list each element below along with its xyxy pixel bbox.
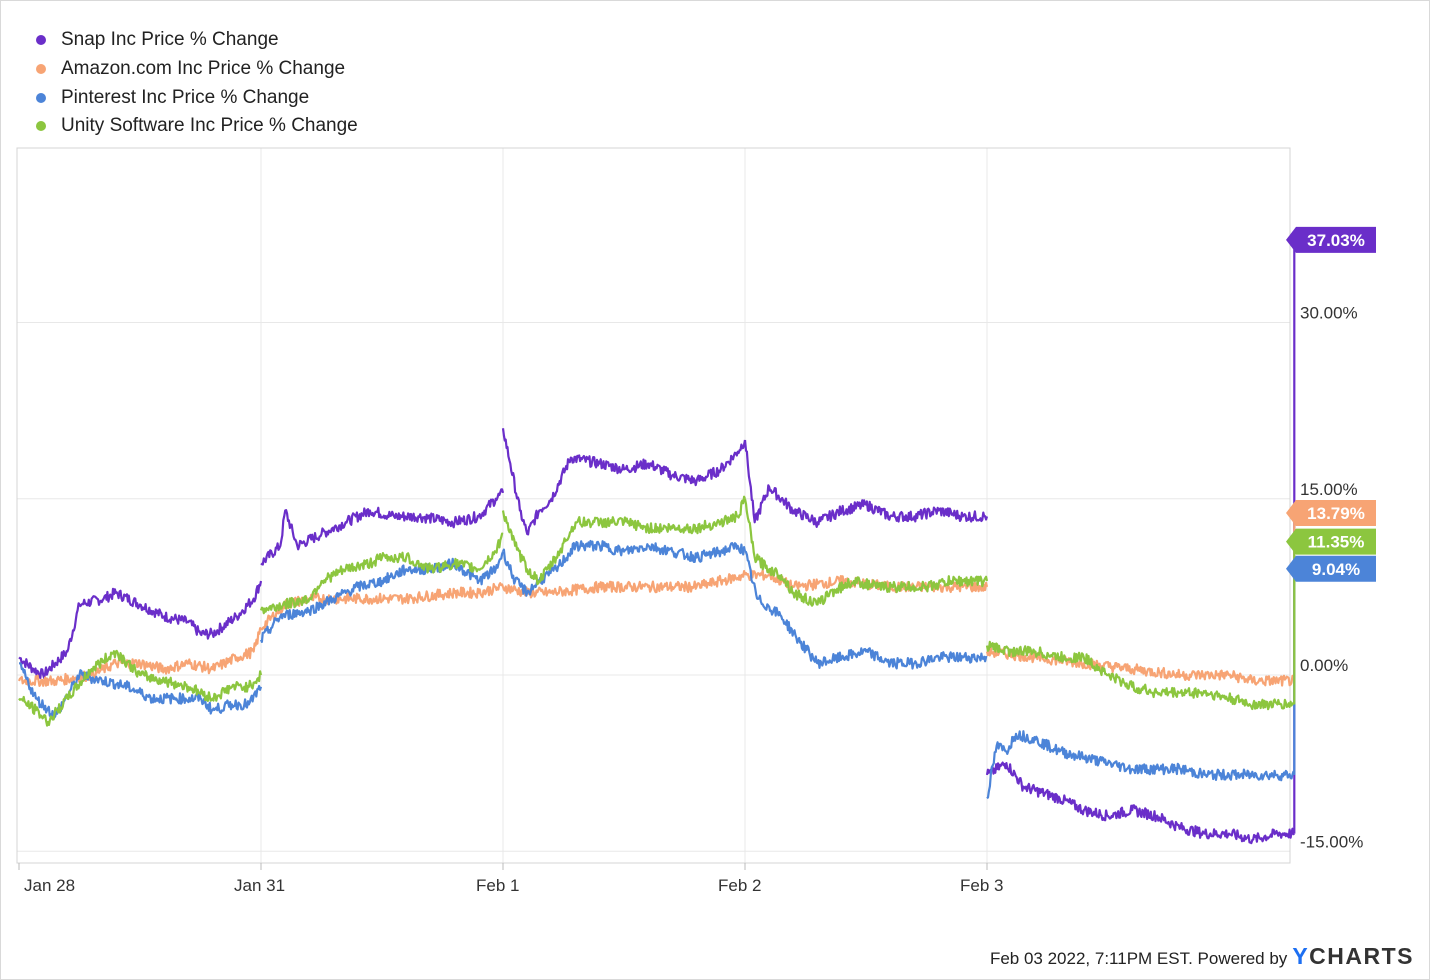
legend-dot-pinterest [36,92,46,103]
series-line-segment [986,730,1296,800]
end-labels: 37.03% 13.79% 9.04% 11.35% [1286,226,1376,582]
legend-item-pinterest[interactable]: Pinterest Inc Price % Change [36,83,358,112]
series-line-segment [743,498,989,607]
series-0 [18,233,1298,845]
end-label-text: 13.79% [1307,504,1365,523]
ycharts-logo-rest: CHARTS [1309,943,1414,969]
x-tick-label: Feb 1 [476,876,519,895]
x-tick-label: Jan 28 [24,876,75,895]
series-line-segment [501,569,747,599]
plot-area-border [16,147,1291,864]
series-1 [17,506,1298,688]
series-3 [18,495,1298,727]
x-tick-label: Feb 3 [960,876,1003,895]
legend-dot-amazon [36,64,46,75]
legend: Snap Inc Price % Change Amazon.com Inc P… [36,26,358,141]
legend-item-snap[interactable]: Snap Inc Price % Change [36,26,358,55]
footer-text: Feb 03 2022, 7:11PM EST. Powered by [989,949,1288,968]
y-tick-label: 0.00% [1300,656,1348,675]
legend-dot-snap [36,35,46,46]
end-label-flag [1286,555,1376,582]
series-line-segment [259,532,504,615]
legend-label-amazon: Amazon.com Inc Price % Change [61,58,346,80]
series-layer [17,233,1298,845]
series-line-segment [501,495,747,586]
end-label-text: 11.35% [1308,533,1365,552]
legend-item-amazon[interactable]: Amazon.com Inc Price % Change [36,55,358,84]
series-line-segment [985,761,1295,845]
series-line-segment [744,550,988,670]
series-line-segment [18,649,263,727]
legend-item-unity[interactable]: Unity Software Inc Price % Change [36,112,358,141]
y-axis: 30.00% 15.00% 0.00% -15.00% [1300,304,1363,852]
ycharts-logo-y: Y [1292,943,1310,969]
end-label-text: 37.03% [1307,231,1365,250]
end-label-flag [1286,226,1376,253]
x-tick-label: Feb 2 [718,876,761,895]
end-label-text: 9.04% [1312,560,1360,579]
grid [17,148,1290,863]
y-tick-label: 30.00% [1300,304,1358,323]
end-label-0: 37.03% [1286,226,1376,253]
end-label-flag [1286,528,1376,555]
y-tick-label: -15.00% [1300,832,1363,851]
end-label-3: 11.35% [1286,528,1376,555]
footer: Feb 03 2022, 7:11PM EST. Powered by YCHA… [990,943,1414,970]
series-line-segment [260,582,505,631]
legend-label-unity: Unity Software Inc Price % Change [61,115,358,137]
legend-label-snap: Snap Inc Price % Change [61,29,279,51]
series-line-segment [743,439,989,529]
x-axis: Jan 28 Jan 31 Feb 1 Feb 2 Feb 3 [18,863,1003,895]
series-line-segment [17,626,262,688]
series-line-segment [18,580,263,680]
series-line-segment [259,551,505,644]
end-label-flag [1286,499,1376,526]
x-tick-label: Jan 31 [234,876,285,895]
series-line-segment [985,640,1296,711]
end-label-1: 13.79% [1286,499,1376,526]
series-line-segment [501,428,747,536]
series-line-segment [260,488,505,566]
end-label-2: 9.04% [1286,555,1376,582]
ycharts-logo[interactable]: YCHARTS [1292,943,1414,970]
y-tick-label: 15.00% [1300,480,1358,499]
legend-dot-unity [36,121,46,132]
legend-label-pinterest: Pinterest Inc Price % Change [61,86,310,108]
